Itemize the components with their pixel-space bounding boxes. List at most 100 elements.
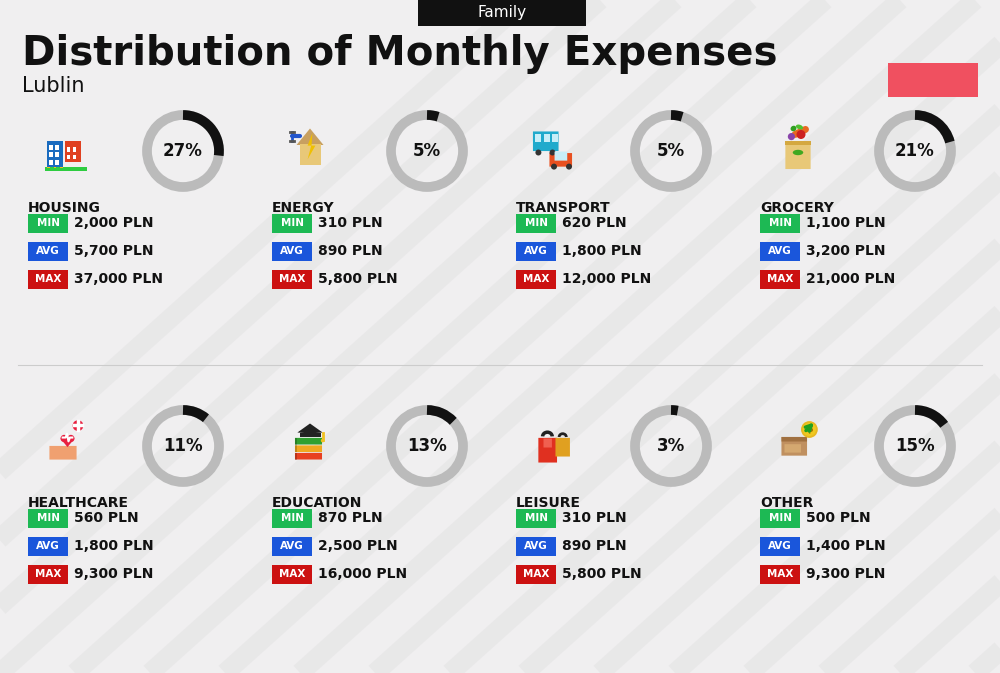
FancyBboxPatch shape — [781, 437, 807, 456]
Text: 1,400 PLN: 1,400 PLN — [806, 539, 886, 553]
FancyBboxPatch shape — [760, 536, 800, 555]
Circle shape — [551, 164, 557, 170]
Circle shape — [67, 435, 75, 442]
Bar — [295, 438, 297, 444]
FancyBboxPatch shape — [272, 536, 312, 555]
FancyBboxPatch shape — [760, 242, 800, 260]
FancyBboxPatch shape — [760, 509, 800, 528]
Text: 21%: 21% — [895, 142, 935, 160]
Polygon shape — [60, 439, 75, 447]
Bar — [295, 446, 297, 452]
Text: AVG: AVG — [768, 541, 792, 551]
Bar — [64, 141, 81, 162]
Bar — [45, 167, 87, 170]
Text: MIN: MIN — [524, 218, 548, 228]
Text: HOUSING: HOUSING — [28, 201, 101, 215]
Ellipse shape — [793, 150, 803, 155]
Text: 15%: 15% — [895, 437, 935, 455]
Circle shape — [60, 435, 68, 442]
Bar — [300, 145, 320, 164]
Bar — [67, 147, 70, 151]
Circle shape — [803, 423, 816, 436]
Text: 310 PLN: 310 PLN — [562, 511, 627, 525]
Text: $: $ — [806, 425, 813, 435]
Bar — [55, 145, 59, 149]
Text: HEALTHCARE: HEALTHCARE — [28, 496, 129, 510]
Text: 9,300 PLN: 9,300 PLN — [806, 567, 885, 581]
Circle shape — [73, 420, 83, 431]
Text: MIN: MIN — [36, 218, 60, 228]
Text: 27%: 27% — [163, 142, 203, 160]
Text: AVG: AVG — [768, 246, 792, 256]
Text: Distribution of Monthly Expenses: Distribution of Monthly Expenses — [22, 34, 778, 74]
FancyBboxPatch shape — [272, 242, 312, 260]
FancyBboxPatch shape — [28, 509, 68, 528]
Text: 5,800 PLN: 5,800 PLN — [562, 567, 642, 581]
FancyBboxPatch shape — [533, 131, 559, 151]
Text: 1,800 PLN: 1,800 PLN — [74, 539, 154, 553]
FancyBboxPatch shape — [28, 565, 68, 583]
Text: MAX: MAX — [767, 569, 793, 579]
Text: ENERGY: ENERGY — [272, 201, 335, 215]
Text: TRANSPORT: TRANSPORT — [516, 201, 611, 215]
FancyBboxPatch shape — [418, 0, 586, 26]
FancyBboxPatch shape — [555, 438, 570, 456]
Text: MIN: MIN — [36, 513, 60, 523]
FancyBboxPatch shape — [295, 453, 322, 460]
FancyBboxPatch shape — [272, 509, 312, 528]
Polygon shape — [297, 423, 323, 433]
FancyBboxPatch shape — [543, 439, 552, 448]
FancyBboxPatch shape — [516, 565, 556, 583]
Text: MAX: MAX — [279, 569, 305, 579]
FancyBboxPatch shape — [555, 151, 567, 161]
Bar — [55, 152, 59, 157]
Text: 1,100 PLN: 1,100 PLN — [806, 216, 886, 230]
FancyBboxPatch shape — [516, 213, 556, 232]
Text: MIN: MIN — [280, 218, 304, 228]
Text: MIN: MIN — [768, 218, 792, 228]
FancyBboxPatch shape — [272, 213, 312, 232]
FancyBboxPatch shape — [785, 142, 811, 169]
Text: 5,800 PLN: 5,800 PLN — [318, 272, 398, 286]
Bar — [49, 152, 52, 157]
Text: 21,000 PLN: 21,000 PLN — [806, 272, 895, 286]
Ellipse shape — [791, 126, 796, 131]
Text: AVG: AVG — [524, 541, 548, 551]
FancyBboxPatch shape — [272, 565, 312, 583]
Bar — [544, 134, 550, 142]
Text: MAX: MAX — [35, 274, 61, 284]
Text: 13%: 13% — [407, 437, 447, 455]
FancyBboxPatch shape — [516, 509, 556, 528]
FancyBboxPatch shape — [781, 437, 807, 441]
FancyBboxPatch shape — [549, 153, 572, 167]
Circle shape — [801, 421, 818, 438]
FancyBboxPatch shape — [888, 63, 978, 97]
Text: 870 PLN: 870 PLN — [318, 511, 383, 525]
Text: AVG: AVG — [280, 541, 304, 551]
Text: MAX: MAX — [523, 569, 549, 579]
Text: 1,800 PLN: 1,800 PLN — [562, 244, 642, 258]
Polygon shape — [296, 129, 324, 145]
Bar — [55, 160, 59, 164]
Text: MIN: MIN — [768, 513, 792, 523]
Text: MAX: MAX — [35, 569, 61, 579]
Text: 2,000 PLN: 2,000 PLN — [74, 216, 154, 230]
Ellipse shape — [796, 125, 803, 129]
Text: 9,300 PLN: 9,300 PLN — [74, 567, 153, 581]
FancyBboxPatch shape — [272, 269, 312, 289]
Bar — [535, 134, 541, 142]
FancyBboxPatch shape — [28, 269, 68, 289]
Text: 16,000 PLN: 16,000 PLN — [318, 567, 407, 581]
Bar — [49, 145, 52, 149]
Text: 11%: 11% — [163, 437, 203, 455]
Text: 2,500 PLN: 2,500 PLN — [318, 539, 398, 553]
Bar — [54, 167, 56, 168]
FancyBboxPatch shape — [760, 565, 800, 583]
Bar — [49, 160, 52, 164]
Text: LEISURE: LEISURE — [516, 496, 581, 510]
FancyBboxPatch shape — [760, 269, 800, 289]
Text: GROCERY: GROCERY — [760, 201, 834, 215]
Text: Family: Family — [477, 5, 527, 20]
FancyBboxPatch shape — [28, 213, 68, 232]
Text: AVG: AVG — [36, 246, 60, 256]
